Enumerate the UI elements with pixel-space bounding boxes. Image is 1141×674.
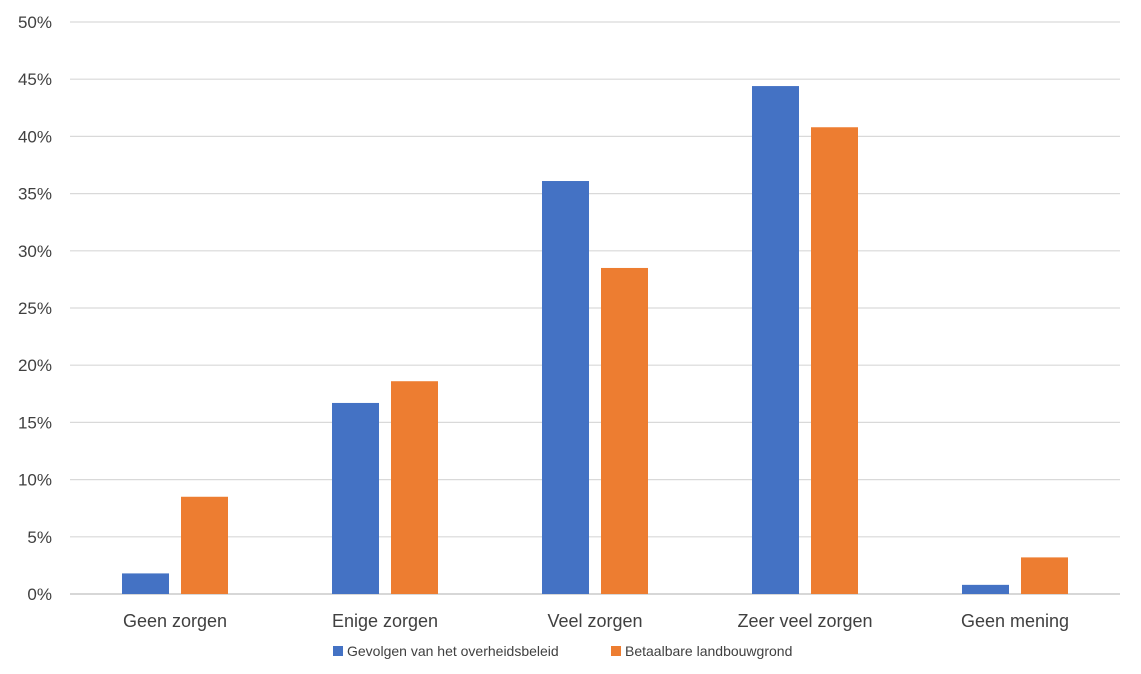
bar [811, 127, 858, 595]
bar [542, 181, 589, 595]
bar [181, 496, 228, 594]
y-tick-label: 40% [18, 127, 52, 146]
bar [601, 267, 648, 594]
y-tick-label: 50% [18, 13, 52, 32]
bar [1021, 557, 1068, 594]
bar [962, 584, 1009, 594]
legend-swatch [611, 646, 621, 656]
y-tick-label: 30% [18, 242, 52, 261]
y-tick-label: 20% [18, 356, 52, 375]
x-tick-label: Veel zorgen [547, 611, 642, 631]
legend-label: Gevolgen van het overheidsbeleid [347, 643, 559, 659]
y-tick-label: 45% [18, 70, 52, 89]
y-axis-ticks: 0% 5% 10% 15% 20% 25% 30% 35% 40% 45% 50% [18, 13, 52, 604]
x-axis-ticks: Geen zorgen Enige zorgen Veel zorgen Zeer v… [123, 611, 1069, 631]
x-tick-label: Enige zorgen [332, 611, 438, 631]
bars [122, 86, 1068, 595]
x-tick-label: Geen zorgen [123, 611, 227, 631]
bar [752, 86, 799, 595]
y-tick-label: 0% [27, 585, 52, 604]
y-tick-label: 15% [18, 413, 52, 432]
bar [122, 573, 169, 594]
y-tick-label: 35% [18, 185, 52, 204]
x-tick-label: Zeer veel zorgen [737, 611, 872, 631]
x-tick-label: Geen mening [961, 611, 1069, 631]
bar [391, 381, 438, 594]
y-tick-label: 5% [27, 528, 52, 547]
y-tick-label: 10% [18, 471, 52, 490]
legend: Gevolgen van het overheidsbeleid Betaalba… [333, 643, 792, 659]
gridlines [70, 21, 1120, 595]
bar [332, 402, 379, 594]
y-tick-label: 25% [18, 299, 52, 318]
legend-swatch [333, 646, 343, 656]
legend-label: Betaalbare landbouwgrond [625, 643, 792, 659]
